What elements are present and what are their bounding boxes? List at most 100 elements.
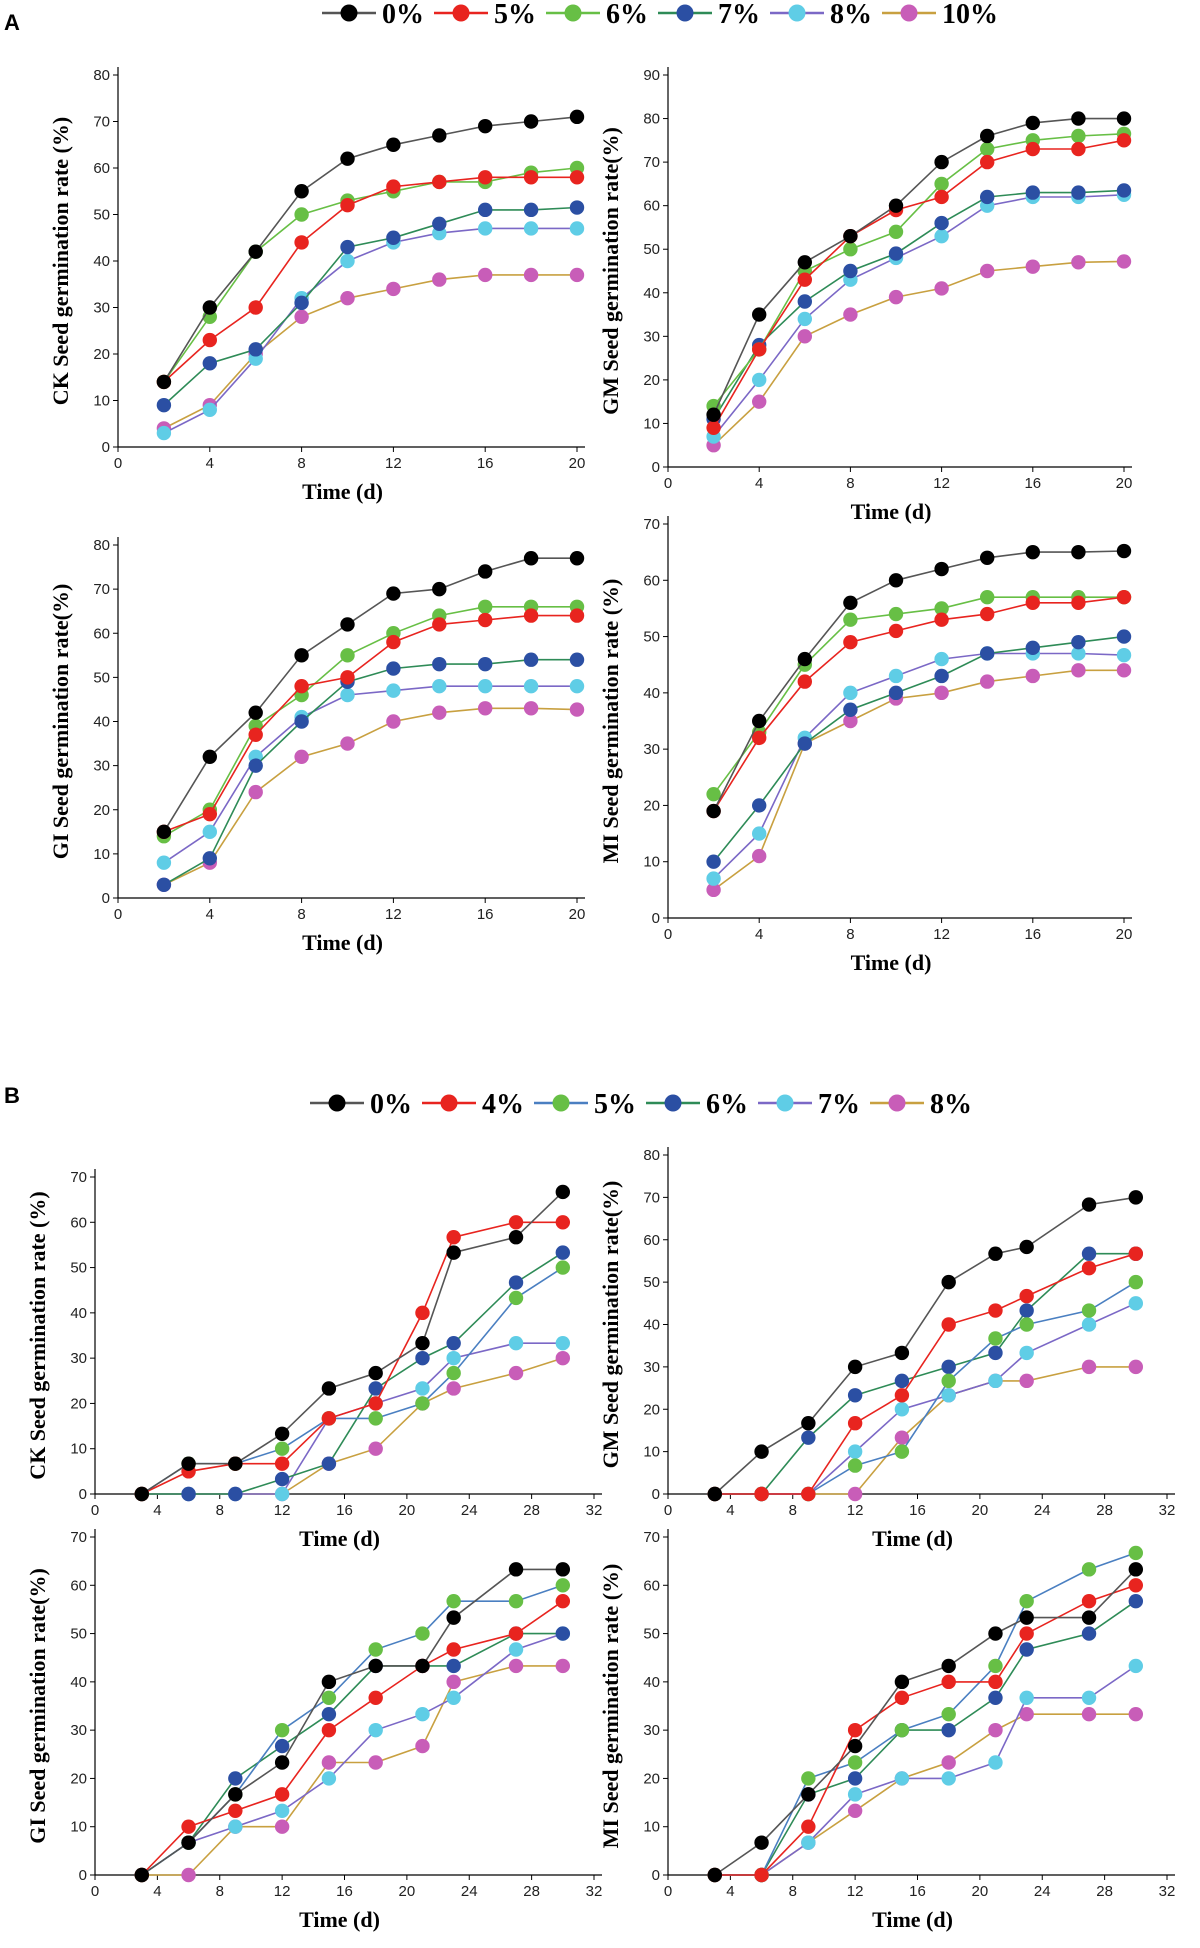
- data-point: [934, 668, 949, 684]
- data-point: [988, 1658, 1003, 1674]
- x-tick-label: 4: [206, 455, 214, 472]
- x-tick-label: 12: [385, 455, 402, 472]
- data-point: [980, 189, 995, 205]
- legend-item-0: 0%: [322, 0, 424, 30]
- x-axis-title: Time (d): [872, 1907, 953, 1932]
- x-tick-label: 0: [664, 1883, 672, 1900]
- series-7pct: [706, 629, 1132, 869]
- data-point: [181, 1486, 196, 1502]
- data-point: [321, 1707, 337, 1722]
- legend-item-2: 6%: [546, 0, 648, 30]
- x-tick-label: 12: [847, 1502, 864, 1519]
- legend-item-1: 4%: [422, 1089, 524, 1120]
- y-tick-label: 0: [652, 1867, 660, 1884]
- data-point: [941, 1722, 956, 1738]
- data-point: [1019, 1288, 1034, 1304]
- data-point: [843, 702, 858, 717]
- x-tick-label: 0: [664, 475, 672, 492]
- series-5pct: [156, 170, 585, 390]
- y-tick-label: 0: [79, 1486, 87, 1503]
- data-point: [294, 309, 309, 324]
- data-point: [274, 1803, 290, 1818]
- series-6pct: [707, 1594, 1144, 1883]
- y-axis-title: GM Seed germination rate(%): [598, 127, 623, 415]
- data-point: [446, 1335, 461, 1351]
- data-point: [980, 154, 995, 170]
- data-point: [980, 128, 995, 144]
- legend-marker: [452, 4, 470, 22]
- data-point: [988, 1331, 1003, 1346]
- series-0pct: [156, 109, 585, 390]
- data-point: [415, 1707, 430, 1722]
- data-point: [1071, 185, 1086, 200]
- legend-label: 5%: [594, 1089, 636, 1120]
- data-point: [181, 1456, 196, 1471]
- y-tick-label: 60: [70, 1577, 87, 1594]
- series-line: [714, 1252, 1136, 1495]
- data-point: [386, 683, 401, 698]
- x-tick-label: 16: [909, 1502, 926, 1519]
- x-tick-label: 16: [477, 906, 494, 923]
- series-10pct: [706, 663, 1132, 898]
- data-point: [569, 608, 585, 623]
- data-point: [1019, 1345, 1034, 1361]
- data-point: [274, 1471, 290, 1487]
- data-point: [988, 1690, 1003, 1705]
- data-point: [294, 714, 309, 729]
- legend-item-3: 7%: [658, 0, 760, 30]
- data-point: [941, 1674, 956, 1690]
- x-axis-title: Time (d): [851, 499, 932, 524]
- data-point: [847, 1416, 863, 1431]
- data-point: [478, 701, 493, 716]
- data-point: [248, 342, 263, 357]
- data-point: [980, 646, 995, 661]
- x-tick-label: 20: [1116, 926, 1133, 943]
- data-point: [368, 1755, 383, 1770]
- data-point: [478, 170, 493, 185]
- data-point: [446, 1642, 461, 1657]
- legend-marker: [900, 4, 918, 22]
- data-point: [368, 1690, 383, 1705]
- data-point: [555, 1594, 571, 1609]
- series-line: [163, 614, 577, 833]
- legend-marker: [340, 4, 358, 22]
- x-tick-label: 0: [664, 926, 672, 943]
- legend-label: 8%: [930, 1089, 972, 1120]
- data-point: [294, 648, 309, 663]
- data-point: [941, 1658, 956, 1674]
- data-point: [1128, 1190, 1144, 1205]
- legend-item-2: 5%: [534, 1089, 636, 1120]
- data-point: [340, 253, 355, 269]
- series-line: [141, 1568, 563, 1876]
- data-point: [274, 1722, 290, 1738]
- legend-label: 6%: [706, 1089, 748, 1120]
- y-tick-label: 60: [643, 1232, 660, 1249]
- data-point: [894, 1388, 910, 1403]
- series-line: [141, 1632, 563, 1876]
- data-point: [934, 154, 949, 170]
- data-point: [1081, 1246, 1097, 1261]
- data-point: [1019, 1642, 1034, 1657]
- y-tick-label: 10: [643, 854, 660, 871]
- data-point: [847, 1458, 863, 1473]
- x-axis-title: Time (d): [872, 1526, 953, 1551]
- data-point: [797, 651, 812, 667]
- data-point: [980, 589, 995, 605]
- series-line: [141, 1221, 563, 1495]
- data-point: [415, 1305, 430, 1321]
- x-axis-title: Time (d): [302, 930, 383, 955]
- data-point: [1128, 1578, 1144, 1593]
- data-point: [980, 606, 995, 622]
- data-point: [1071, 111, 1086, 126]
- data-point: [202, 806, 217, 822]
- data-point: [1116, 629, 1132, 644]
- series-6pct: [134, 1245, 571, 1502]
- data-point: [1081, 1303, 1097, 1318]
- series-line: [714, 1196, 1136, 1495]
- data-point: [1071, 646, 1086, 661]
- data-point: [386, 230, 401, 245]
- series-0pct: [134, 1562, 571, 1883]
- y-tick-label: 10: [93, 393, 110, 410]
- data-point: [321, 1755, 337, 1770]
- y-tick-label: 70: [93, 581, 110, 598]
